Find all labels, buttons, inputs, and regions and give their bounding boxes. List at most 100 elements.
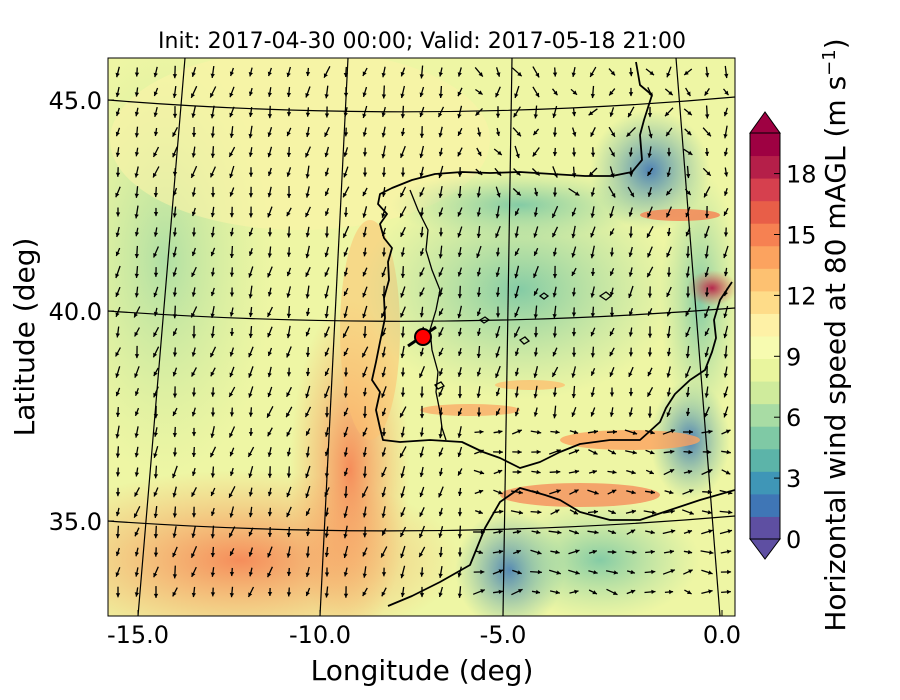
wind-arrow-head (632, 430, 638, 435)
wind-arrow-head (419, 414, 425, 419)
wind-arrow-head (723, 191, 729, 196)
wind-arrow-head (686, 190, 691, 195)
wind-arrow-head (115, 111, 120, 116)
wind-arrow-head (191, 372, 196, 377)
wind-arrow-head (688, 569, 693, 574)
colorbar-band (750, 516, 780, 540)
wind-arrow-head (343, 593, 349, 598)
wind-arrow-head (153, 172, 157, 178)
wind-arrow-head (362, 132, 367, 137)
wind-arrow-head (438, 552, 444, 558)
colorbar-extend-bottom (749, 538, 781, 560)
wind-arrow-head (400, 573, 405, 579)
wind-arrow-head (362, 392, 368, 397)
wind-arrow-head (210, 392, 216, 397)
wind-arrow-head (517, 429, 522, 434)
wind-arrow-head (476, 132, 482, 137)
wind-arrow-head (248, 133, 253, 139)
wind-arrow-head (343, 533, 348, 539)
wind-arrow-head (115, 251, 120, 256)
wind-arrow-head (438, 392, 443, 397)
wind-arrow-head (362, 71, 367, 76)
wind-arrow-head (419, 212, 425, 217)
wind-arrow-head (574, 530, 579, 535)
wind-arrow-head (134, 312, 138, 318)
wind-arrow-head (438, 412, 444, 417)
wind-arrow-head (400, 252, 405, 257)
wind-arrow-head (381, 411, 386, 416)
wind-arrow-head (611, 193, 616, 198)
wind-arrow-head (649, 470, 654, 475)
inland-water-2 (538, 292, 550, 300)
wind-arrow-head (670, 529, 676, 534)
wind-arrow-head (723, 333, 728, 339)
wind-arrow-head (476, 253, 481, 258)
wind-arrow-head (419, 373, 424, 378)
wind-arrow-head (267, 232, 273, 237)
wind-arrow-head (286, 152, 292, 157)
wind-arrow-head (575, 570, 580, 575)
wind-arrow-head (724, 90, 729, 96)
wind-arrow-head (438, 132, 443, 138)
wind-arrow-head (134, 232, 140, 237)
wind-arrow-head (684, 70, 689, 75)
wind-arrow-head (571, 72, 576, 77)
wind-arrow-head (115, 273, 120, 278)
wind-arrow-head (723, 211, 728, 216)
wind-arrow-head (305, 212, 310, 218)
wind-arrow-head (229, 331, 235, 336)
wind-arrow-head (670, 569, 675, 574)
wind-field-interior-green (360, 180, 680, 400)
wind-arrow-head (457, 411, 462, 416)
wind-arrow-head (609, 392, 615, 397)
wind-arrow-head (533, 130, 538, 136)
wind-arrow-head (438, 173, 443, 179)
wind-arrow-head (267, 491, 273, 497)
wind-arrow-head (343, 351, 348, 356)
wind-arrow-head (628, 112, 632, 118)
wind-arrow-head (628, 72, 634, 77)
wind-arrow-head (495, 391, 500, 397)
wind-arrow-head (537, 569, 542, 575)
wind-arrow-head (533, 191, 539, 197)
wind-arrow-head (343, 172, 348, 178)
wind-arrow-head (438, 272, 443, 277)
wind-arrow-head (267, 473, 273, 478)
wind-arrow-head (305, 371, 311, 377)
wind-arrow-head (555, 429, 560, 435)
wind-arrow-head (689, 489, 694, 494)
wind-arrow-head (229, 213, 235, 218)
wind-arrow-head (728, 510, 733, 515)
wind-arrow-head (666, 373, 671, 378)
wind-arrow-head (495, 313, 501, 318)
wind-arrow-head (574, 449, 580, 454)
wind-arrow-head (134, 513, 138, 518)
wind-arrow-head (495, 92, 500, 98)
wind-arrow-head (628, 212, 633, 217)
wind-arrow-head (495, 113, 501, 118)
wind-arrow-head (286, 313, 292, 318)
wind-arrow-head (535, 72, 540, 78)
wind-arrow-head (153, 91, 158, 96)
wind-arrow-head (704, 254, 709, 259)
wind-arrow-head (115, 551, 120, 556)
wind-arrow-head (628, 412, 633, 417)
wind-arrow-head (480, 589, 485, 594)
wind-arrow-head (457, 491, 463, 496)
wind-arrow-head (457, 72, 462, 77)
wind-arrow-head (248, 193, 254, 198)
wind-arrow-head (704, 233, 709, 238)
wind-arrow-head (628, 352, 634, 357)
wind-arrow-head (305, 473, 310, 478)
wind-arrow-head (572, 131, 577, 137)
wind-arrow-head (632, 450, 637, 455)
wind-arrow-head (457, 232, 462, 238)
wind-arrow-head (497, 150, 502, 155)
wind-arrow-head (248, 412, 254, 417)
wind-arrow-head (666, 333, 671, 338)
wind-arrow-head (305, 331, 310, 337)
wind-arrow-head (134, 92, 140, 97)
wind-arrow-head (267, 171, 272, 176)
wind-arrow-head (592, 469, 597, 475)
station-marker (407, 325, 437, 348)
